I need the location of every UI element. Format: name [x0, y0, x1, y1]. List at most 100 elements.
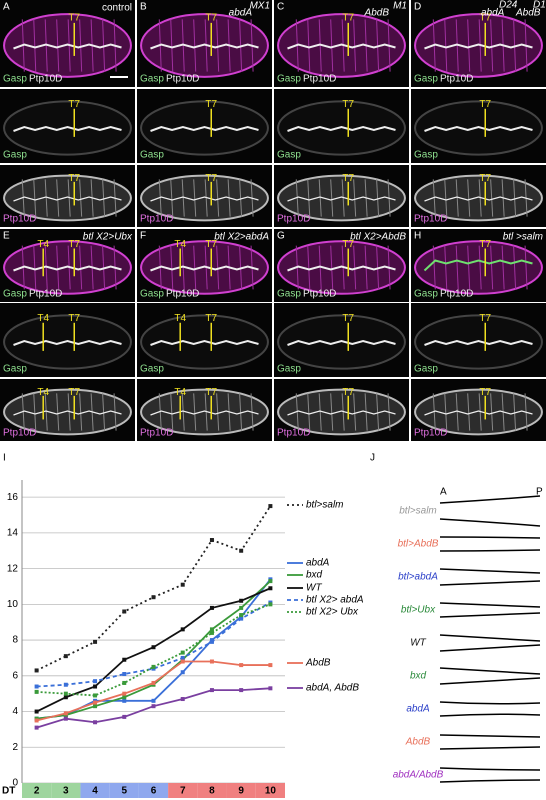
- segment: [79, 179, 83, 217]
- genotype: AbdB: [364, 8, 390, 19]
- channel-label: Ptp10D: [414, 214, 447, 225]
- trunk: [423, 259, 533, 272]
- channel-label: Ptp10D: [277, 214, 310, 225]
- tube-wall: [439, 746, 541, 750]
- segment: [170, 19, 174, 72]
- segment: [455, 179, 459, 217]
- channel-label: Gasp: [140, 289, 164, 300]
- genotype: btl >salm: [503, 232, 543, 243]
- data-point: [122, 609, 127, 614]
- channel-label: Gasp: [3, 289, 27, 300]
- segment: [193, 19, 197, 72]
- segment: [467, 179, 471, 217]
- tube-wall: [439, 644, 541, 652]
- x-tick-label: 9: [238, 786, 244, 797]
- y-tick-label: 16: [7, 492, 19, 503]
- marker-label: T7: [68, 99, 80, 110]
- data-point: [180, 650, 185, 655]
- channel-label: Ptp10D: [166, 74, 199, 85]
- trunk: [287, 125, 396, 132]
- x-tick-label: 8: [209, 786, 215, 797]
- segment: [307, 19, 311, 72]
- data-point: [93, 700, 98, 705]
- marker-label: T7: [205, 12, 217, 23]
- genotype: abdA: [481, 8, 505, 19]
- data-point: [122, 691, 127, 696]
- x-tick-label: 4: [92, 786, 98, 797]
- trunk: [424, 43, 533, 50]
- panel-letter: H: [414, 231, 421, 242]
- marker-label: T7: [68, 12, 80, 23]
- data-point: [209, 688, 214, 693]
- dt-band: [22, 783, 52, 798]
- segment: [56, 393, 60, 431]
- channel-label: Gasp: [140, 74, 164, 85]
- data-point: [268, 586, 273, 591]
- data-point: [93, 679, 98, 684]
- marker-label: T4: [37, 239, 49, 250]
- marker-label: T7: [205, 99, 217, 110]
- data-point: [93, 720, 98, 725]
- tube-wall: [439, 568, 541, 574]
- channel-label: Ptp10D: [166, 289, 199, 300]
- channel-label: Gasp: [3, 150, 27, 161]
- segment: [455, 245, 459, 290]
- segment: [353, 19, 357, 72]
- y-tick-label: 8: [12, 635, 18, 646]
- data-point: [209, 659, 214, 664]
- trunk: [287, 339, 396, 346]
- legend-label: abdA: [306, 558, 330, 569]
- legend-label: btl X2> Ubx: [306, 607, 359, 618]
- marker-label: T7: [342, 12, 354, 23]
- panel-letter: E: [3, 231, 10, 242]
- segment: [478, 245, 482, 290]
- tube-wall: [439, 767, 541, 771]
- schematic-label: btl>Ubx: [401, 605, 436, 616]
- segment: [490, 245, 494, 290]
- schematic-label: AbdB: [405, 737, 431, 748]
- marker-label: T4: [174, 387, 186, 398]
- data-point: [209, 627, 214, 632]
- y-tick-label: 14: [7, 528, 19, 539]
- segment: [444, 19, 448, 72]
- legend-label: abdA, AbdB: [306, 683, 359, 694]
- data-point: [122, 714, 127, 719]
- segment: [193, 179, 197, 217]
- data-point: [180, 670, 185, 675]
- data-point: [268, 602, 273, 607]
- data-point: [63, 711, 68, 716]
- segment: [56, 245, 60, 290]
- data-point: [151, 645, 156, 650]
- marker-label: T4: [174, 313, 186, 324]
- data-point: [239, 548, 244, 553]
- channel-label: Ptp10D: [140, 428, 173, 439]
- marker-label: T4: [37, 387, 49, 398]
- panel-letter: B: [140, 2, 147, 13]
- data-point: [209, 605, 214, 610]
- segment: [33, 19, 37, 72]
- trunk: [424, 339, 533, 346]
- marker-label: T7: [479, 99, 491, 110]
- data-point: [93, 704, 98, 709]
- marker-label: T7: [205, 313, 217, 324]
- tube-wall: [439, 779, 541, 783]
- trunk: [424, 125, 533, 132]
- channel-label: Ptp10D: [440, 289, 473, 300]
- legend-label: btl X2> abdA: [306, 595, 364, 606]
- schematic-label: WT: [410, 638, 426, 649]
- marker-label: T7: [68, 313, 80, 324]
- data-point: [239, 616, 244, 621]
- x-tick-label: 6: [151, 786, 157, 797]
- segment: [330, 393, 334, 431]
- marker-label: T7: [342, 239, 354, 250]
- superscript: D24: [499, 0, 518, 11]
- segment: [170, 245, 174, 290]
- segment: [216, 19, 220, 72]
- legend-label: btl>salm: [306, 500, 344, 511]
- tube-wall: [439, 612, 541, 618]
- data-point: [268, 663, 273, 668]
- marker-label: T7: [479, 387, 491, 398]
- dt-band: [109, 783, 139, 798]
- segment: [102, 393, 106, 431]
- data-point: [239, 613, 244, 618]
